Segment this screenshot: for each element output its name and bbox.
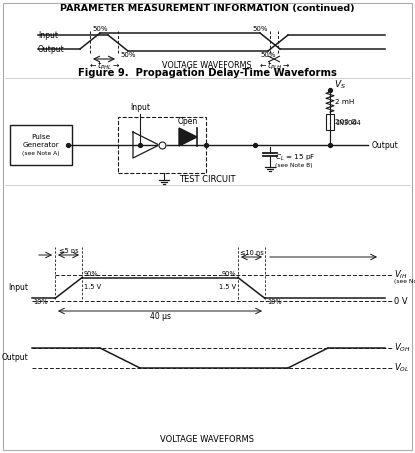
Text: Figure 9.  Propagation Delay-Time Waveforms: Figure 9. Propagation Delay-Time Wavefor… [78,68,337,78]
Text: 50%: 50% [92,26,107,32]
Text: $V_{OL}$: $V_{OL}$ [394,362,409,374]
Text: 1.5 V: 1.5 V [84,284,101,289]
Text: 200 Ω: 200 Ω [335,119,357,125]
Text: 50%: 50% [261,52,276,58]
Text: $\leftarrow t_{PHL} \rightarrow$: $\leftarrow t_{PHL} \rightarrow$ [88,59,120,72]
Text: Input: Input [8,284,28,293]
Text: 1N3064: 1N3064 [335,120,361,126]
Text: 10%: 10% [33,299,48,305]
Polygon shape [179,128,197,146]
Text: 50%: 50% [252,26,268,32]
Text: (see Note C): (see Note C) [394,280,415,284]
Bar [118,117,206,173]
Text: (see Note A): (see Note A) [22,150,60,155]
Text: 40 μs: 40 μs [149,312,171,321]
Text: 1.5 V: 1.5 V [219,284,236,289]
Bar [10,125,72,165]
Text: ≤5 ns: ≤5 ns [59,248,78,254]
Text: Input: Input [130,103,150,112]
Text: 2 mH: 2 mH [335,99,354,105]
Text: 10%: 10% [267,299,282,305]
Text: 90%: 90% [221,270,236,277]
Text: Pulse: Pulse [32,134,51,140]
Text: (see Note B): (see Note B) [275,164,312,169]
Text: Open: Open [178,117,198,126]
Text: $\leftarrow t_{PLH} \rightarrow$: $\leftarrow t_{PLH} \rightarrow$ [258,59,290,72]
Text: ≤10 ns: ≤10 ns [239,250,264,256]
Text: 0 V: 0 V [394,297,408,305]
Text: TEST CIRCUIT: TEST CIRCUIT [179,174,235,183]
Text: Output: Output [38,44,65,53]
Text: Output: Output [372,140,399,149]
Text: 50%: 50% [120,52,136,58]
Text: $V_{IH}$: $V_{IH}$ [394,269,408,281]
Text: Input: Input [38,32,58,40]
Text: Output: Output [1,353,28,362]
Text: $V_S$: $V_S$ [334,79,346,91]
Text: 90%: 90% [84,270,99,277]
Text: $V_{OH}$: $V_{OH}$ [394,342,410,354]
Text: PARAMETER MEASUREMENT INFORMATION (continued): PARAMETER MEASUREMENT INFORMATION (conti… [60,5,354,14]
Bar [326,114,334,130]
Text: Generator: Generator [23,142,59,148]
Text: VOLTAGE WAVEFORMS: VOLTAGE WAVEFORMS [162,61,252,69]
Text: VOLTAGE WAVEFORMS: VOLTAGE WAVEFORMS [160,434,254,443]
Text: $C_L$ = 15 pF: $C_L$ = 15 pF [275,153,316,163]
